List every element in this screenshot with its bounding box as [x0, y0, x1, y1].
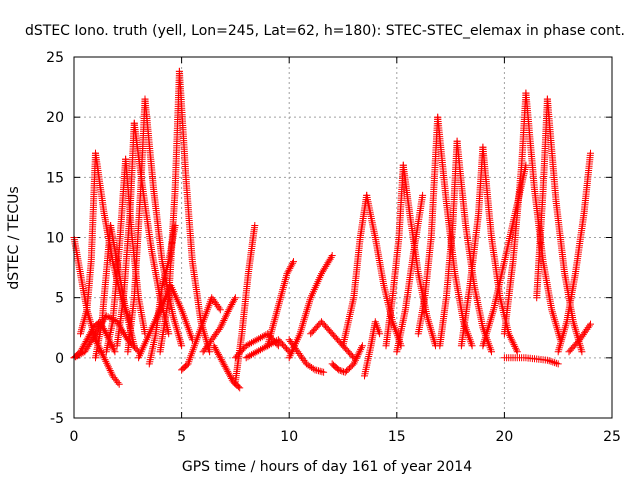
- x-ticks: 0 5 10 15 20 25: [70, 57, 621, 445]
- y-tick-label: 10: [46, 231, 64, 247]
- plus-markers: [285, 336, 328, 376]
- data-points: [70, 67, 594, 392]
- plus-markers: [382, 161, 407, 350]
- y-tick-label: 15: [46, 170, 64, 186]
- plus-markers: [178, 294, 224, 374]
- series-trace: [554, 149, 594, 356]
- series-trace: [414, 113, 442, 338]
- plus-markers: [414, 113, 442, 338]
- series-trace: [264, 258, 297, 350]
- y-tick-label: 20: [46, 110, 64, 126]
- series-trace: [124, 95, 149, 356]
- plus-markers: [264, 258, 297, 350]
- series-trace: [178, 294, 224, 374]
- series-trace: [77, 149, 99, 338]
- x-tick-label: 15: [388, 429, 406, 445]
- plus-markers: [500, 354, 562, 368]
- plus-markers: [231, 222, 259, 386]
- plus-markers: [199, 294, 239, 356]
- x-tick-label: 25: [603, 429, 621, 445]
- series-trace: [565, 320, 594, 356]
- plus-markers: [113, 119, 138, 350]
- plus-markers: [124, 95, 149, 356]
- plus-markers: [361, 318, 384, 380]
- series-trace: [382, 161, 407, 350]
- plus-markers: [565, 320, 594, 356]
- plus-markers: [500, 89, 530, 338]
- plot-border: [73, 56, 613, 419]
- plus-markers: [339, 191, 371, 350]
- series-trace: [393, 191, 427, 356]
- series-trace: [307, 318, 358, 362]
- series-trace: [231, 222, 259, 386]
- plus-markers: [543, 95, 586, 356]
- plus-markers: [393, 191, 427, 356]
- x-tick-label: 5: [177, 429, 186, 445]
- x-tick-label: 10: [280, 429, 298, 445]
- series-trace: [500, 89, 530, 338]
- chart-title: dSTEC Iono. truth (yell, Lon=245, Lat=62…: [25, 23, 625, 39]
- plus-markers: [307, 318, 358, 362]
- plus-markers: [328, 342, 366, 376]
- y-tick-label: 5: [55, 291, 64, 307]
- plus-markers: [554, 149, 594, 356]
- series-trace: [285, 336, 328, 376]
- y-tick-label: 25: [46, 50, 64, 66]
- y-tick-label: 0: [55, 351, 64, 367]
- series-trace: [339, 191, 371, 350]
- series-trace: [113, 119, 138, 350]
- y-axis-label: dSTEC / TECUs: [6, 186, 22, 289]
- series-trace: [500, 354, 562, 368]
- series-trace: [543, 95, 586, 356]
- series-trace: [328, 342, 366, 376]
- x-tick-label: 0: [70, 429, 79, 445]
- x-axis-label: GPS time / hours of day 161 of year 2014: [182, 459, 472, 475]
- plus-markers: [77, 149, 99, 338]
- x-tick-label: 20: [495, 429, 513, 445]
- y-tick-label: -5: [50, 411, 64, 427]
- series-trace: [361, 318, 384, 380]
- grid-lines: [74, 57, 612, 418]
- series-trace: [199, 294, 239, 356]
